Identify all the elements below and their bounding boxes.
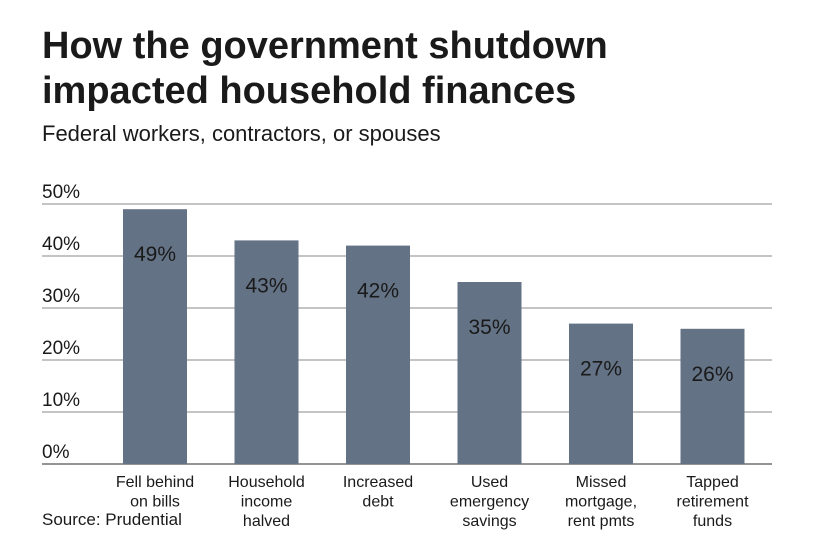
category-label: funds: [693, 513, 732, 530]
category-label: Increased: [343, 474, 413, 491]
category-label: Household: [228, 474, 305, 491]
chart-title: How the government shutdown impacted hou…: [42, 24, 822, 114]
category-label: Tapped: [686, 474, 739, 491]
data-label: 35%: [468, 316, 510, 339]
bar: [569, 323, 633, 464]
source-note: Source: Prudential: [42, 510, 182, 529]
chart-subtitle: Federal workers, contractors, or spouses: [42, 121, 441, 146]
category-label: Missed: [576, 474, 627, 491]
bar: [234, 240, 299, 464]
category-label: rent pmts: [568, 513, 635, 530]
category-label: income: [241, 494, 293, 511]
chart-title-line-2: impacted household finances: [42, 70, 577, 112]
data-label: 27%: [580, 358, 622, 381]
y-tick-label: 20%: [42, 338, 80, 359]
bar: [457, 282, 522, 464]
bar: [680, 328, 745, 464]
y-tick-label: 10%: [42, 390, 80, 411]
category-label: savings: [462, 513, 516, 530]
y-tick-label: 0%: [42, 442, 70, 463]
data-label: 49%: [134, 243, 176, 266]
bar: [123, 209, 187, 464]
category-label: on bills: [130, 494, 180, 511]
data-label: 26%: [691, 363, 733, 386]
category-label: debt: [362, 494, 394, 511]
category-label: mortgage,: [565, 494, 637, 511]
category-label: Used: [471, 474, 508, 491]
chart-title-line-1: How the government shutdown: [42, 25, 608, 67]
y-tick-label: 40%: [42, 234, 80, 255]
category-label: emergency: [450, 494, 529, 511]
category-label: retirement: [676, 494, 749, 511]
y-tick-label: 30%: [42, 286, 80, 307]
bar: [346, 245, 410, 464]
category-label: halved: [243, 513, 290, 530]
category-label: Fell behind: [116, 474, 194, 491]
data-label: 43%: [245, 274, 287, 297]
y-tick-label: 50%: [42, 182, 80, 203]
data-label: 42%: [357, 280, 399, 303]
